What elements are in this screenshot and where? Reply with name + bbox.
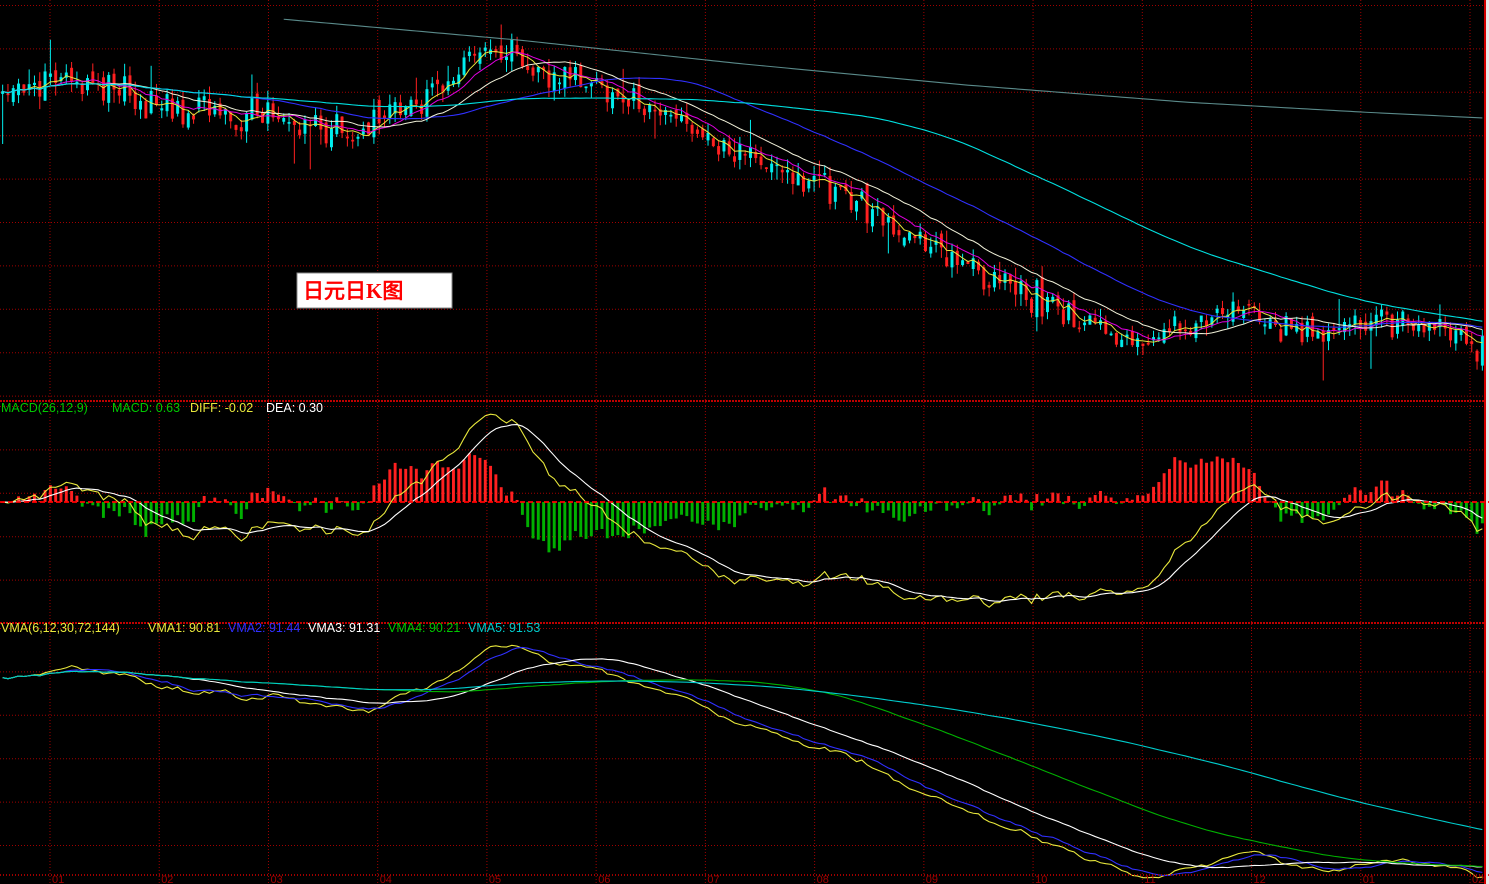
svg-text:01: 01 <box>1363 874 1375 884</box>
svg-text:12: 12 <box>1254 874 1266 884</box>
svg-text:10: 10 <box>1035 874 1047 884</box>
svg-text:DEA: 0.30: DEA: 0.30 <box>266 401 323 415</box>
svg-text:11: 11 <box>1144 874 1155 884</box>
svg-text:DIFF: -0.02: DIFF: -0.02 <box>190 401 253 415</box>
svg-text:MACD: 0.63: MACD: 0.63 <box>112 401 180 415</box>
svg-text:03: 03 <box>271 874 283 884</box>
svg-text:08: 08 <box>817 874 829 884</box>
svg-text:VMA3: 91.31: VMA3: 91.31 <box>308 621 380 635</box>
svg-text:04: 04 <box>380 874 392 884</box>
svg-text:02: 02 <box>161 874 173 884</box>
svg-text:02: 02 <box>1472 874 1484 884</box>
svg-text:05: 05 <box>489 874 501 884</box>
svg-text:07: 07 <box>707 874 719 884</box>
svg-text:01: 01 <box>52 874 64 884</box>
svg-text:06: 06 <box>598 874 610 884</box>
svg-text:MACD(26,12,9): MACD(26,12,9) <box>1 401 88 415</box>
svg-text:VMA2: 91.44: VMA2: 91.44 <box>228 621 300 635</box>
svg-text:VMA5: 91.53: VMA5: 91.53 <box>468 621 540 635</box>
svg-text:VMA4: 90.21: VMA4: 90.21 <box>388 621 460 635</box>
svg-text:09: 09 <box>926 874 938 884</box>
svg-text:日元日K图: 日元日K图 <box>303 279 403 303</box>
svg-text:VMA1: 90.81: VMA1: 90.81 <box>148 621 220 635</box>
svg-text:VMA(6,12,30,72,144): VMA(6,12,30,72,144) <box>1 621 120 635</box>
